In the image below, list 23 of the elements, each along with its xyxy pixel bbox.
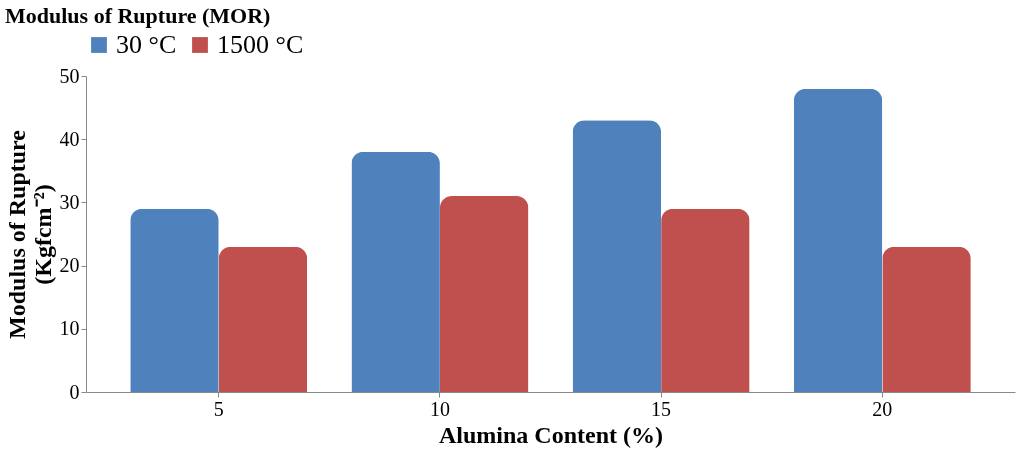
y-axis-title: Modulus of Rupture (Kgfcm⁻²) — [3, 129, 56, 339]
legend-label: 1500 °C — [217, 30, 304, 59]
y-tick-label: 10 — [59, 317, 80, 340]
chart-title: Modulus of Rupture (MOR) — [5, 3, 271, 28]
y-tick-label: 50 — [59, 64, 80, 87]
bar — [882, 246, 971, 392]
y-tick-label: 20 — [59, 254, 80, 277]
y-tick-label: 0 — [69, 380, 80, 403]
bar — [572, 120, 662, 392]
y-tick-label: 40 — [59, 127, 80, 150]
bar — [218, 246, 308, 392]
x-tick-label: 15 — [651, 397, 672, 420]
bar — [351, 151, 440, 392]
bar — [439, 196, 529, 392]
bar — [661, 208, 750, 392]
x-axis-title: Alumina Content (%) — [438, 421, 664, 448]
bar — [793, 88, 883, 392]
x-tick-label: 5 — [213, 397, 224, 420]
bar — [130, 208, 219, 392]
y-tick-label: 30 — [59, 190, 80, 213]
x-tick-label: 10 — [429, 397, 450, 420]
x-tick-label: 20 — [872, 397, 893, 420]
legend-label: 30 °C — [116, 30, 177, 59]
